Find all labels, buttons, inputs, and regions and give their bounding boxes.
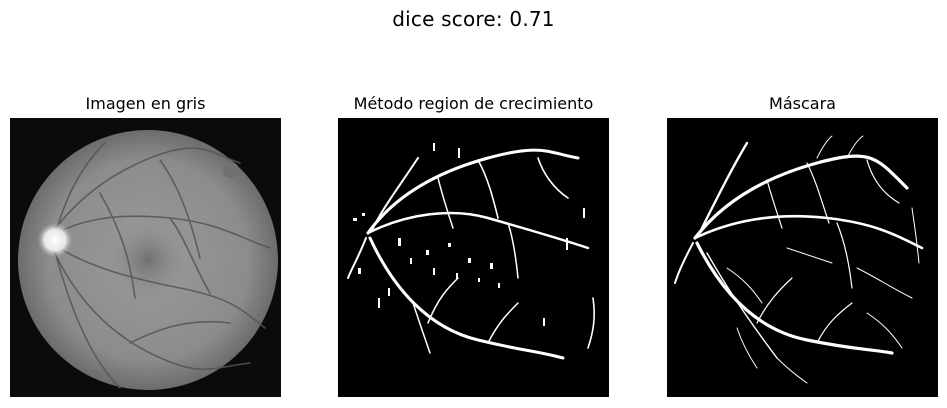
panel-title-mask: Máscara (769, 94, 836, 113)
segmentation-speckles (353, 143, 585, 326)
panel-title-region-growing: Método region de crecimiento (353, 94, 594, 113)
mask-vessels (674, 135, 924, 384)
region-growing-segmentation (338, 118, 609, 397)
optic-disc (37, 222, 73, 258)
panel-gray-image (10, 118, 281, 397)
figure-suptitle: dice score: 0.71 (392, 7, 555, 31)
gray-fundus-image (10, 118, 281, 397)
panel-title-gray: Imagen en gris (85, 94, 206, 113)
ground-truth-mask (667, 118, 938, 397)
panel-region-growing-image (338, 118, 609, 397)
segmented-vessels (347, 148, 595, 360)
gray-vessels (47, 142, 271, 389)
panel-mask-image (667, 118, 938, 397)
